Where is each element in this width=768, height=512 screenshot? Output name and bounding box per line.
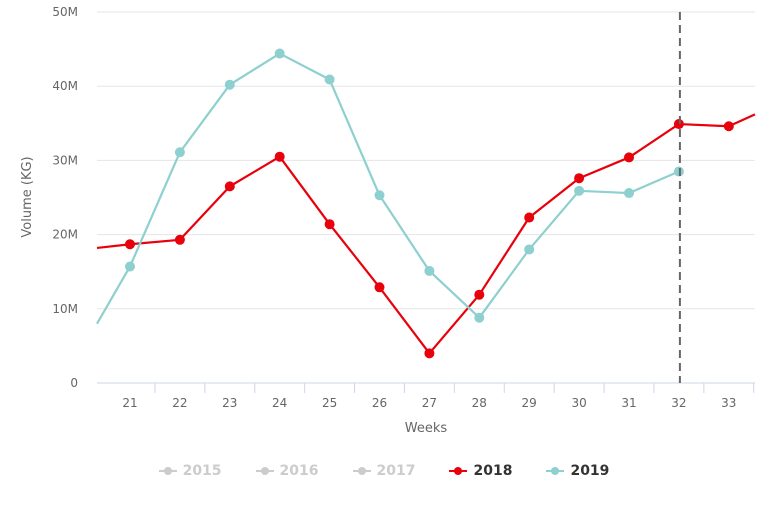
data-point[interactable]	[723, 121, 734, 132]
line-marker-icon	[158, 466, 177, 476]
data-point[interactable]	[524, 244, 535, 255]
grid-lines	[97, 11, 755, 310]
x-tick-label: 26	[372, 396, 387, 410]
legend-label: 2017	[376, 463, 416, 479]
data-point[interactable]	[424, 265, 435, 276]
data-point[interactable]	[673, 119, 684, 130]
data-point[interactable]	[324, 74, 335, 85]
data-point[interactable]	[524, 212, 535, 223]
data-point[interactable]	[424, 348, 435, 359]
data-point[interactable]	[474, 312, 485, 323]
legend-label: 2016	[279, 463, 319, 479]
data-point[interactable]	[624, 188, 634, 199]
data-point[interactable]	[174, 147, 185, 158]
data-point[interactable]	[624, 152, 634, 163]
x-tick-label: 31	[621, 396, 636, 410]
legend-item-2018[interactable]: 2018	[449, 463, 512, 479]
series-line-2019	[96, 52, 680, 325]
x-tick-label: 28	[472, 396, 487, 410]
y-tick-label: 40M	[52, 79, 78, 93]
legend-label: 2015	[182, 463, 222, 479]
legend-label: 2019	[570, 463, 610, 479]
data-point[interactable]	[324, 219, 335, 230]
x-tick-label: 32	[671, 396, 686, 410]
x-tick-label: 21	[122, 396, 137, 410]
data-point[interactable]	[474, 289, 485, 300]
x-axis-title: Weeks	[405, 421, 448, 436]
line-marker-icon	[546, 466, 565, 476]
legend-item-2017[interactable]: 2017	[352, 463, 416, 479]
x-tick-label: 33	[721, 396, 736, 410]
data-point[interactable]	[224, 181, 235, 192]
legend-item-2016[interactable]: 2016	[255, 463, 319, 479]
legend-item-2015[interactable]: 2015	[158, 463, 222, 479]
data-point[interactable]	[374, 190, 385, 201]
x-tick-label: 24	[272, 396, 287, 410]
line-marker-icon	[449, 466, 468, 476]
x-tick-label: 29	[522, 396, 537, 410]
x-axis: 21 22 23 24 25 26 27 28 29 30 31 32 33	[97, 382, 755, 410]
line-marker-icon	[255, 466, 274, 476]
series-layer	[96, 48, 756, 359]
series-line-2018	[96, 113, 756, 355]
data-point[interactable]	[125, 239, 135, 250]
x-tick-label: 23	[222, 396, 237, 410]
data-point[interactable]	[574, 185, 585, 196]
line-marker-icon	[352, 466, 371, 476]
data-point[interactable]	[224, 79, 235, 90]
x-tick-label: 25	[322, 396, 337, 410]
x-tick-label: 22	[172, 396, 187, 410]
data-point[interactable]	[374, 282, 385, 293]
data-point[interactable]	[274, 151, 285, 162]
legend-item-2019[interactable]: 2019	[546, 463, 609, 479]
y-tick-label: 50M	[52, 5, 78, 19]
y-tick-label: 30M	[52, 153, 78, 167]
y-tick-label: 20M	[52, 228, 78, 242]
y-axis: 0 10M 20M 30M 40M 50M	[52, 5, 78, 390]
data-point[interactable]	[574, 173, 585, 184]
x-tick-label: 27	[422, 396, 437, 410]
data-point[interactable]	[274, 48, 285, 59]
legend-label: 2018	[473, 463, 513, 479]
data-point[interactable]	[125, 261, 135, 272]
x-tick-label: 30	[571, 396, 586, 410]
y-tick-label: 0	[70, 376, 78, 390]
data-point[interactable]	[174, 234, 185, 245]
y-axis-title: Volume (KG)	[20, 156, 35, 237]
legend: 2015 2016 2017 2018 2019	[0, 463, 768, 479]
y-tick-label: 10M	[52, 302, 78, 316]
